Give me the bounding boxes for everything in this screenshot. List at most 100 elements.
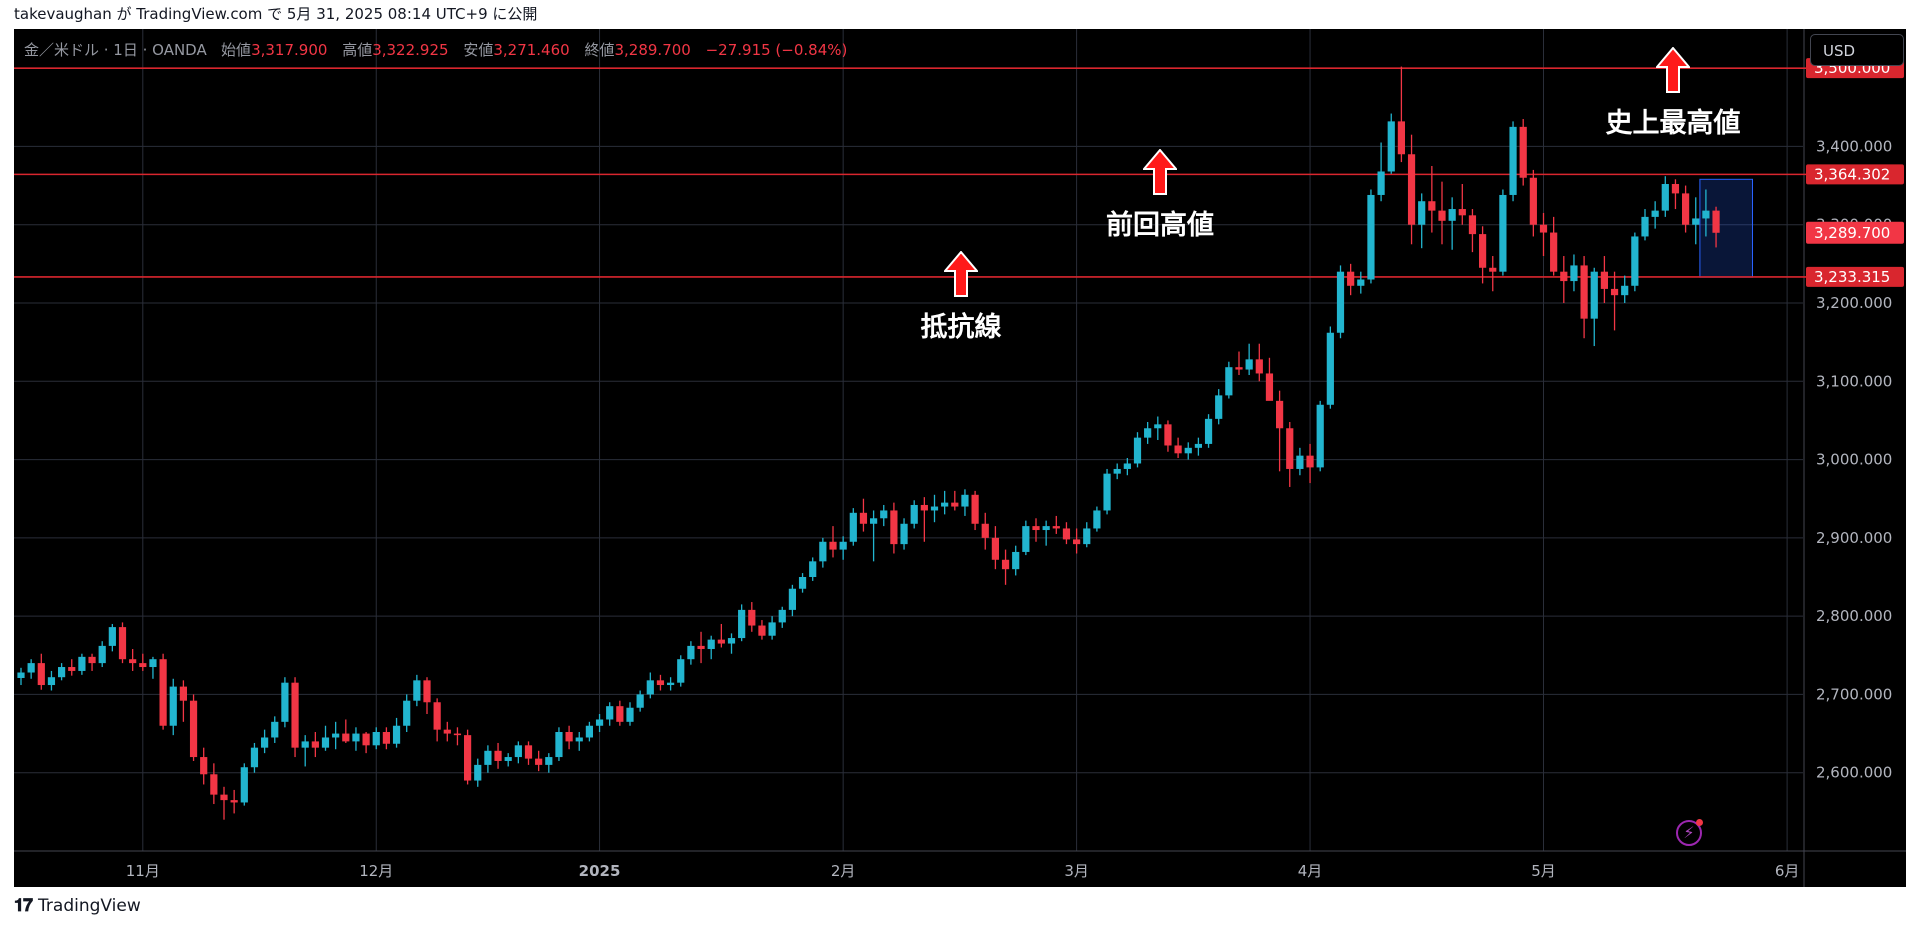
candle-body: [1194, 443, 1202, 448]
candle-body: [1103, 473, 1111, 511]
candle-body: [545, 757, 553, 765]
candle-body: [910, 504, 918, 524]
candle-body: [1509, 126, 1517, 195]
candle-body: [1296, 455, 1304, 469]
candle-body: [98, 645, 106, 664]
candle-body: [626, 707, 634, 722]
x-tick-label: 2025: [579, 862, 621, 880]
legend-symbol: 金／米ドル · 1日 · OANDA: [24, 41, 207, 59]
price-tag: [1806, 164, 1904, 185]
candle-body: [47, 677, 56, 686]
tradingview-logo-icon: 𝟏𝟕: [14, 895, 33, 916]
candle-body: [616, 706, 624, 722]
candle-body: [37, 663, 45, 686]
last-price-tag: [1806, 221, 1904, 244]
candle-body: [1651, 210, 1659, 217]
candle-body: [677, 659, 685, 683]
candle-body: [748, 609, 756, 626]
candle-body: [352, 733, 360, 742]
ohlc-legend: 金／米ドル · 1日 · OANDA 始値3,317.900 高値3,322.9…: [24, 39, 857, 60]
candle-body: [1215, 395, 1223, 419]
annotation-label: 史上最高値: [1605, 108, 1741, 140]
candle-body: [200, 757, 208, 775]
chart-panel[interactable]: 2,600.000 2,700.000 2,800.000 2,900.000 3,00…: [14, 29, 1906, 887]
tradingview-brand[interactable]: 𝟏𝟕 TradingView: [14, 895, 141, 916]
price-chart[interactable]: 2,600.000 2,700.000 2,800.000 2,900.000 3,00…: [14, 29, 1906, 887]
candle-body: [362, 733, 370, 746]
x-tick-label: 3月: [1064, 862, 1089, 880]
candle-body: [494, 750, 502, 761]
y-tick-label: 2,800.000: [1816, 607, 1892, 625]
candle-body: [281, 682, 289, 722]
candle-body: [1255, 359, 1263, 374]
candle-body: [240, 767, 248, 803]
candle-body: [58, 667, 66, 678]
candle-body: [88, 656, 96, 664]
candle-body: [1144, 428, 1152, 438]
candle-body: [210, 774, 218, 795]
candle-body: [189, 700, 198, 758]
candle-body: [271, 721, 279, 738]
candle-body: [1184, 447, 1192, 454]
x-tick-label: 5月: [1531, 862, 1556, 880]
candle-body: [321, 737, 330, 748]
candle-body: [697, 645, 705, 650]
price-tag-label: 3,364.302: [1814, 165, 1890, 183]
highlight-box: [1699, 178, 1754, 278]
candle-body: [1692, 218, 1700, 225]
candle-body: [555, 732, 563, 758]
candle-body: [332, 733, 340, 738]
annotation-label: 抵抗線: [920, 312, 1002, 343]
brand-label: TradingView: [38, 895, 141, 916]
candle-body: [758, 625, 766, 636]
candle-body: [961, 494, 969, 507]
candle-body: [129, 659, 137, 664]
candle-body: [1367, 194, 1375, 280]
annotation-label: 前回高値: [1106, 210, 1214, 242]
legend-close-value: 3,289.700: [614, 41, 691, 59]
lightning-icon[interactable]: ⚡: [1676, 819, 1703, 846]
legend-high-value: 3,322.925: [372, 41, 449, 59]
candle-body: [1225, 367, 1233, 396]
candle-body: [1702, 210, 1710, 219]
candle-body: [1499, 194, 1507, 272]
candle-body: [727, 638, 736, 644]
candle-body: [68, 667, 76, 671]
legend-open-label: 始値: [221, 41, 252, 59]
candle-body: [1631, 236, 1639, 286]
candle-body: [859, 512, 868, 524]
candle-body: [392, 725, 401, 744]
candle-body: [1174, 445, 1182, 454]
y-tick-label: 2,700.000: [1816, 685, 1892, 703]
candle-body: [1418, 201, 1426, 225]
candle-body: [1073, 539, 1081, 545]
candle-body: [1336, 271, 1345, 333]
candle-body: [930, 506, 939, 511]
legend-change-value: −27.915 (−0.84%): [705, 41, 848, 59]
candle-body: [565, 732, 573, 742]
candle-body: [159, 659, 167, 726]
candle-body: [1407, 154, 1416, 225]
candle-body: [1316, 404, 1324, 468]
candle-body: [1529, 177, 1537, 225]
candle-body: [382, 732, 390, 744]
y-tick-label: 3,200.000: [1816, 294, 1892, 312]
x-tick-label: 2月: [831, 862, 856, 880]
candle-body: [788, 588, 796, 610]
legend-low-label: 安値: [463, 41, 494, 59]
candle-body: [1580, 265, 1588, 319]
candle-body: [403, 700, 411, 726]
currency-button[interactable]: USD: [1810, 34, 1904, 66]
candle-body: [342, 733, 350, 742]
candle-body: [1052, 526, 1060, 529]
y-tick-label: 2,900.000: [1816, 529, 1892, 547]
candle-body: [656, 680, 665, 686]
x-tick-label: 4月: [1298, 862, 1323, 880]
candle-body: [1012, 551, 1020, 570]
candle-body: [920, 504, 928, 511]
candle-body: [484, 750, 492, 765]
last-price-label: 3,289.700: [1814, 224, 1890, 242]
candle-body: [453, 733, 462, 736]
candle-body: [1133, 437, 1142, 464]
candle-body: [1154, 424, 1162, 429]
